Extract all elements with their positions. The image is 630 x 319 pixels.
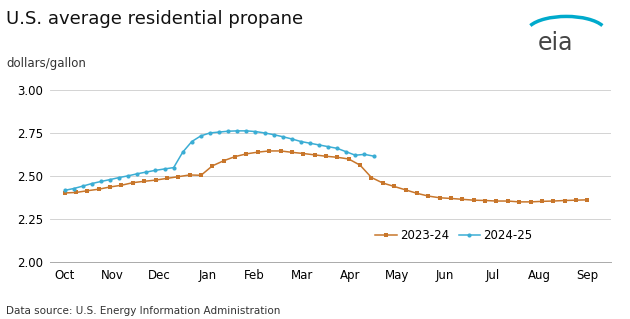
2024-25 bbox=[315, 143, 323, 147]
2024-25 bbox=[333, 146, 341, 150]
2023-24 bbox=[140, 179, 148, 183]
2024-25 bbox=[243, 129, 250, 133]
2023-24 bbox=[197, 174, 205, 177]
2024-25 bbox=[134, 172, 141, 176]
2023-24 bbox=[333, 155, 341, 159]
2024-25 bbox=[97, 180, 105, 183]
2023-24 bbox=[129, 181, 137, 185]
2023-24 bbox=[470, 198, 478, 202]
2024-25 bbox=[360, 152, 368, 156]
2024-25 bbox=[352, 153, 359, 157]
2023-24 bbox=[493, 199, 500, 203]
2023-24 bbox=[163, 176, 171, 180]
2023-24 bbox=[447, 197, 455, 200]
Legend: 2023-24, 2024-25: 2023-24, 2024-25 bbox=[370, 224, 537, 247]
2023-24 bbox=[220, 159, 227, 163]
2024-25 bbox=[142, 170, 150, 174]
2023-24 bbox=[368, 176, 375, 180]
2024-25 bbox=[79, 184, 86, 188]
Text: Data source: U.S. Energy Information Administration: Data source: U.S. Energy Information Adm… bbox=[6, 306, 281, 316]
2023-24 bbox=[186, 173, 193, 177]
2023-24 bbox=[527, 200, 534, 204]
2023-24 bbox=[311, 153, 318, 157]
2023-24 bbox=[152, 178, 159, 182]
2024-25 bbox=[224, 129, 232, 133]
2023-24 bbox=[322, 154, 329, 158]
2023-24 bbox=[357, 163, 364, 167]
2023-24 bbox=[61, 191, 69, 195]
2024-25 bbox=[188, 140, 195, 144]
2023-24 bbox=[118, 183, 125, 187]
2024-25 bbox=[324, 145, 332, 149]
2023-24 bbox=[538, 199, 546, 203]
2024-25 bbox=[279, 135, 287, 139]
2024-25 bbox=[179, 150, 186, 154]
2024-25 bbox=[170, 166, 178, 169]
2024-25 bbox=[215, 130, 223, 134]
2023-24 bbox=[459, 197, 466, 201]
Text: eia: eia bbox=[537, 31, 573, 55]
2024-25 bbox=[61, 189, 69, 192]
2023-24 bbox=[231, 155, 239, 159]
2024-25 bbox=[106, 178, 114, 182]
2023-24 bbox=[277, 149, 284, 153]
2023-24 bbox=[95, 187, 103, 191]
2023-24 bbox=[481, 199, 489, 203]
2023-24 bbox=[72, 190, 80, 194]
2024-25 bbox=[197, 134, 205, 138]
2023-24 bbox=[175, 175, 182, 179]
Line: 2023-24: 2023-24 bbox=[62, 149, 590, 204]
2024-25 bbox=[370, 154, 377, 158]
2023-24 bbox=[288, 150, 295, 154]
2023-24 bbox=[436, 196, 444, 200]
2023-24 bbox=[402, 188, 410, 192]
2023-24 bbox=[583, 198, 591, 202]
2023-24 bbox=[254, 150, 261, 154]
2024-25 bbox=[161, 167, 168, 171]
2023-24 bbox=[391, 184, 398, 188]
2023-24 bbox=[243, 152, 250, 156]
2024-25 bbox=[288, 137, 295, 141]
2024-25 bbox=[206, 131, 214, 135]
2023-24 bbox=[549, 199, 557, 203]
2023-24 bbox=[106, 185, 114, 189]
2023-24 bbox=[515, 200, 523, 204]
2024-25 bbox=[261, 131, 268, 135]
Text: dollars/gallon: dollars/gallon bbox=[6, 57, 86, 70]
2024-25 bbox=[297, 140, 305, 144]
2024-25 bbox=[115, 176, 123, 180]
Line: 2024-25: 2024-25 bbox=[62, 129, 375, 192]
2024-25 bbox=[152, 168, 159, 172]
2023-24 bbox=[345, 157, 353, 161]
2023-24 bbox=[425, 194, 432, 198]
2023-24 bbox=[561, 199, 568, 203]
2024-25 bbox=[270, 133, 277, 137]
2023-24 bbox=[572, 198, 580, 202]
2023-24 bbox=[265, 149, 273, 153]
2024-25 bbox=[234, 129, 241, 133]
Text: U.S. average residential propane: U.S. average residential propane bbox=[6, 10, 304, 27]
2023-24 bbox=[413, 191, 421, 195]
2024-25 bbox=[88, 182, 96, 185]
2024-25 bbox=[343, 150, 350, 154]
2024-25 bbox=[125, 174, 132, 178]
2024-25 bbox=[251, 130, 259, 133]
2023-24 bbox=[209, 164, 216, 168]
2023-24 bbox=[379, 181, 387, 185]
2023-24 bbox=[299, 152, 307, 155]
2024-25 bbox=[306, 141, 314, 145]
2024-25 bbox=[70, 187, 77, 190]
2023-24 bbox=[84, 189, 91, 193]
2023-24 bbox=[504, 199, 512, 203]
